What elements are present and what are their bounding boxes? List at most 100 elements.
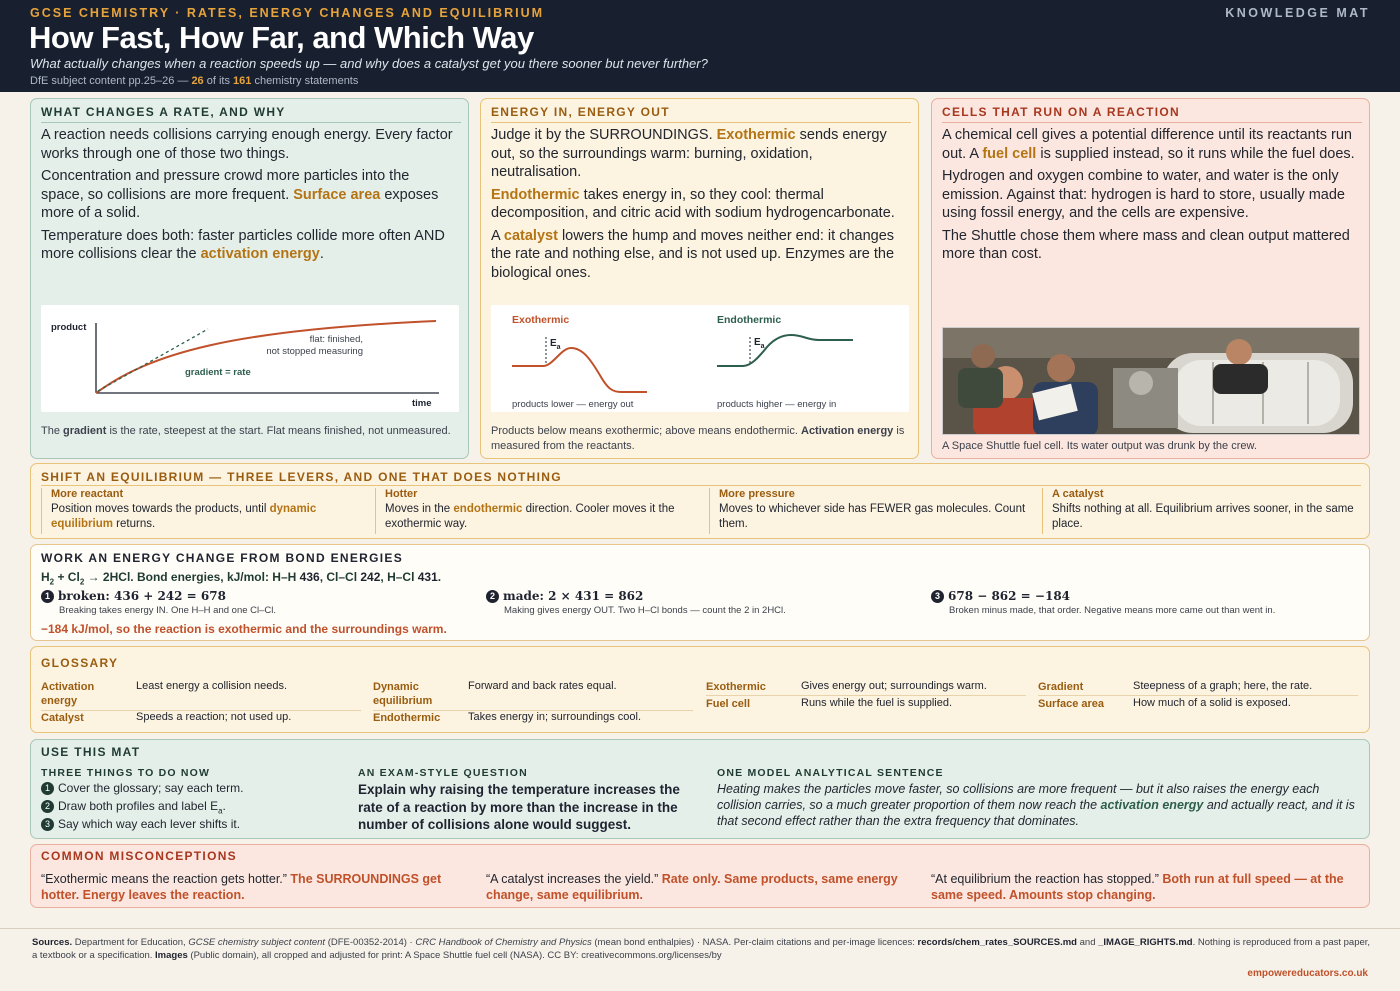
flat-label-1: flat: finished, (310, 334, 363, 345)
eq-end: . (437, 570, 442, 584)
todo-2: 2 Draw both profiles and label Ea. (41, 799, 226, 815)
glossary-col-1: Activation energy Least energy a collisi… (41, 680, 361, 730)
energy-exothermic: Exothermic (716, 127, 796, 143)
page-subtitle: What actually changes when a reaction sp… (30, 56, 708, 71)
eq-hcl: 431 (417, 570, 438, 584)
glossary-term: Dynamic equilibrium (373, 681, 433, 707)
misconception-1: “Exothermic means the reaction gets hott… (41, 871, 471, 903)
y-label: product (51, 322, 87, 333)
exo-caption: products lower — energy out (512, 399, 634, 410)
bond-step-3: 3 678 − 862 = −184 Broken minus made, tha… (931, 589, 1275, 616)
eq-rest: → 2HCl. Bond energies, kJ/mol: H–H (84, 570, 300, 584)
energy-p1: Judge it by the SURROUNDINGS. Exothermic… (491, 126, 906, 182)
rate-graph: product time flat: finished, not stopped… (41, 305, 459, 412)
eq-h: H (41, 570, 50, 584)
rate-cap-gradient: gradient (63, 425, 107, 437)
cells-p1c: is supplied instead, so it runs while th… (1036, 145, 1355, 162)
lever-hotter: Hotter Moves in the endothermic directio… (385, 488, 705, 532)
src-1-title: GCSE chemistry subject content (188, 937, 326, 948)
endo-curve (717, 333, 853, 367)
model-a: Heating makes the particles move faster,… (717, 782, 1320, 812)
meta-total: 161 (233, 75, 252, 87)
rate-p2c: exposes more of a solid. (41, 186, 439, 222)
step-head: 678 − 862 = −184 (948, 589, 1071, 603)
energy-p1a: Judge it by the SURROUNDINGS. (491, 127, 717, 143)
energy-catalyst: catalyst (503, 227, 558, 244)
cells-p3: The Shuttle chose them where mass and cl… (942, 227, 1350, 263)
energy-panel: ENERGY IN, ENERGY OUT Judge it by the SU… (480, 98, 919, 459)
endo-ea-sub: a (761, 343, 765, 350)
energy-p3c: lowers the hump and moves neither end: i… (491, 227, 895, 281)
endo-label: Endothermic (717, 314, 781, 326)
rate-curve-svg: product time flat: finished, not stopped… (51, 320, 439, 409)
rate-p3: Temperature does both: faster particles … (41, 227, 456, 264)
lever-title: More reactant (51, 488, 124, 500)
images-label: Images (155, 950, 188, 961)
bond-step-2: 2 made: 2 × 431 = 862 Making gives energy… (486, 589, 786, 616)
endo-caption: products higher — energy in (717, 399, 836, 410)
misconceptions-title: COMMON MISCONCEPTIONS (41, 849, 237, 863)
todo-text: Cover the glossary; say each term. (58, 781, 244, 795)
misconception-quote: “At equilibrium the reaction has stopped… (931, 872, 1163, 886)
energy-title: ENERGY IN, ENERGY OUT (491, 105, 670, 119)
rate-p3a: Temperature does both: faster particles … (41, 227, 445, 263)
glossary-term: Exothermic (706, 681, 766, 693)
header: GCSE CHEMISTRY · RATES, ENERGY CHANGES A… (0, 0, 1400, 92)
glossary-def: Forward and back rates equal. (468, 680, 617, 692)
misconception-answer: Rate only. Same products, same energy ch… (486, 872, 898, 902)
energy-p1c: sends energy out, so the surroundings wa… (491, 127, 887, 180)
bond-title: WORK AN ENERGY CHANGE FROM BOND ENERGIES (41, 551, 404, 565)
todo-text: Draw both profiles and label E (58, 799, 219, 813)
sources-label: Sources. (32, 937, 73, 948)
endo-ea: Ea (754, 337, 765, 350)
energy-profiles-svg: Exothermic Ea products lower — energy ou… (512, 314, 853, 410)
glossary-panel: GLOSSARY Activation energy Least energy … (30, 646, 1370, 733)
todo-end: . (222, 799, 226, 813)
rate-caption: The gradient is the rate, steepest at th… (41, 424, 456, 439)
bond-panel: WORK AN ENERGY CHANGE FROM BOND ENERGIES… (30, 544, 1370, 641)
lever-title: Hotter (385, 488, 418, 500)
src-3: (mean bond enthalpies) · NASA. Per-claim… (591, 937, 918, 948)
lever-desc: Moves in the endothermic direction. Cool… (385, 502, 705, 532)
model-c: and actually react, and it is that secon… (717, 798, 1355, 828)
meta-suffix: chemistry statements (251, 75, 359, 87)
src-file-2: _IMAGE_RIGHTS.md (1098, 937, 1193, 948)
site-link[interactable]: empowereducators.co.uk (1247, 968, 1368, 979)
step-desc: Breaking takes energy IN. One H–H and on… (59, 605, 277, 616)
glossary-def: Speeds a reaction; not used up. (136, 711, 292, 723)
step-number: 1 (41, 590, 54, 603)
fuel-cell-photo-svg (943, 328, 1359, 434)
lever-more-reactant: More reactant Position moves towards the… (51, 488, 371, 532)
endo-ea-letter: E (754, 337, 761, 348)
todo-heading: THREE THINGS TO DO NOW (41, 767, 211, 779)
lever-title: A catalyst (1052, 488, 1104, 500)
model-heading: ONE MODEL ANALYTICAL SENTENCE (717, 767, 944, 779)
glossary-term: Catalyst (41, 712, 84, 724)
gradient-label: gradient = rate (185, 367, 251, 378)
todo-sub: a (218, 806, 223, 816)
equilibrium-panel: SHIFT AN EQUILIBRIUM — THREE LEVERS, AND… (30, 463, 1370, 539)
eq-hcl-text: , H–Cl (380, 570, 418, 584)
page-title: How Fast, How Far, and Which Way (29, 20, 534, 55)
energy-p3: A catalyst lowers the hump and moves nei… (491, 227, 906, 283)
step-desc: Making gives energy OUT. Two H–Cl bonds … (504, 605, 786, 616)
rate-cap-a: The (41, 425, 64, 437)
step-number: 3 (931, 590, 944, 603)
glossary-def: Takes energy in; surroundings cool. (468, 711, 642, 723)
product-curve (95, 320, 437, 394)
glossary-def: Gives energy out; surroundings warm. (801, 680, 987, 692)
step-number: 2 (486, 590, 499, 603)
glossary-title: GLOSSARY (41, 656, 119, 670)
src-1: Department for Education, (72, 937, 189, 948)
src-2: (DFE-00352-2014) · (325, 937, 416, 948)
energy-p2b: takes energy in, so they cool: thermal d… (491, 186, 895, 222)
energy-cap-ae: Activation energy (801, 425, 894, 437)
glossary-def: Least energy a collision needs. (136, 680, 288, 692)
rate-title: WHAT CHANGES A RATE, AND WHY (41, 105, 286, 119)
energy-caption: Products below means exothermic; above m… (491, 424, 906, 453)
glossary-term: Gradient (1038, 681, 1084, 693)
lever-catalyst: A catalyst Shifts nothing at all. Equili… (1052, 488, 1357, 532)
exo-ea-letter: E (550, 338, 557, 349)
rate-activation-energy: activation energy (200, 246, 320, 262)
rate-text: A reaction needs collisions carrying eno… (41, 126, 456, 268)
